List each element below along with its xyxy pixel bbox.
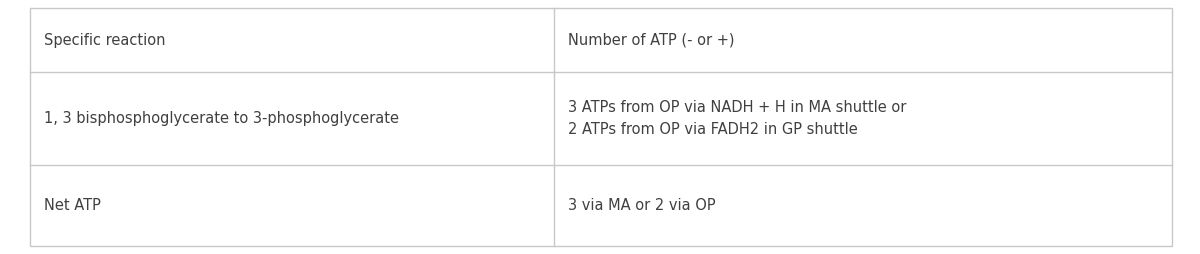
Text: 3 via MA or 2 via OP: 3 via MA or 2 via OP <box>568 198 715 213</box>
Text: Specific reaction: Specific reaction <box>44 33 166 47</box>
Text: 3 ATPs from OP via NADH + H in MA shuttle or
2 ATPs from OP via FADH2 in GP shut: 3 ATPs from OP via NADH + H in MA shuttl… <box>568 100 906 137</box>
Text: 1, 3 bisphosphoglycerate to 3-phosphoglycerate: 1, 3 bisphosphoglycerate to 3-phosphogly… <box>44 111 398 126</box>
Text: Number of ATP (- or +): Number of ATP (- or +) <box>568 33 734 47</box>
Text: Net ATP: Net ATP <box>44 198 101 213</box>
